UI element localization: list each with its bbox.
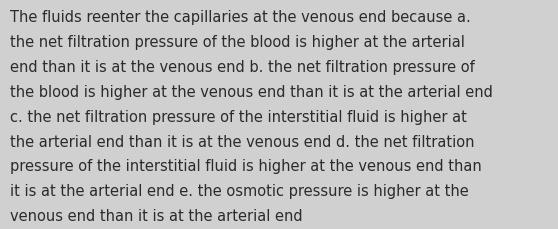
Text: it is at the arterial end e. the osmotic pressure is higher at the: it is at the arterial end e. the osmotic… — [10, 183, 469, 198]
Text: The fluids reenter the capillaries at the venous end because a.: The fluids reenter the capillaries at th… — [10, 10, 471, 25]
Text: venous end than it is at the arterial end: venous end than it is at the arterial en… — [10, 208, 302, 223]
Text: pressure of the interstitial fluid is higher at the venous end than: pressure of the interstitial fluid is hi… — [10, 159, 482, 174]
Text: c. the net filtration pressure of the interstitial fluid is higher at: c. the net filtration pressure of the in… — [10, 109, 467, 124]
Text: the blood is higher at the venous end than it is at the arterial end: the blood is higher at the venous end th… — [10, 85, 493, 99]
Text: end than it is at the venous end b. the net filtration pressure of: end than it is at the venous end b. the … — [10, 60, 475, 75]
Text: the net filtration pressure of the blood is higher at the arterial: the net filtration pressure of the blood… — [10, 35, 465, 50]
Text: the arterial end than it is at the venous end d. the net filtration: the arterial end than it is at the venou… — [10, 134, 474, 149]
